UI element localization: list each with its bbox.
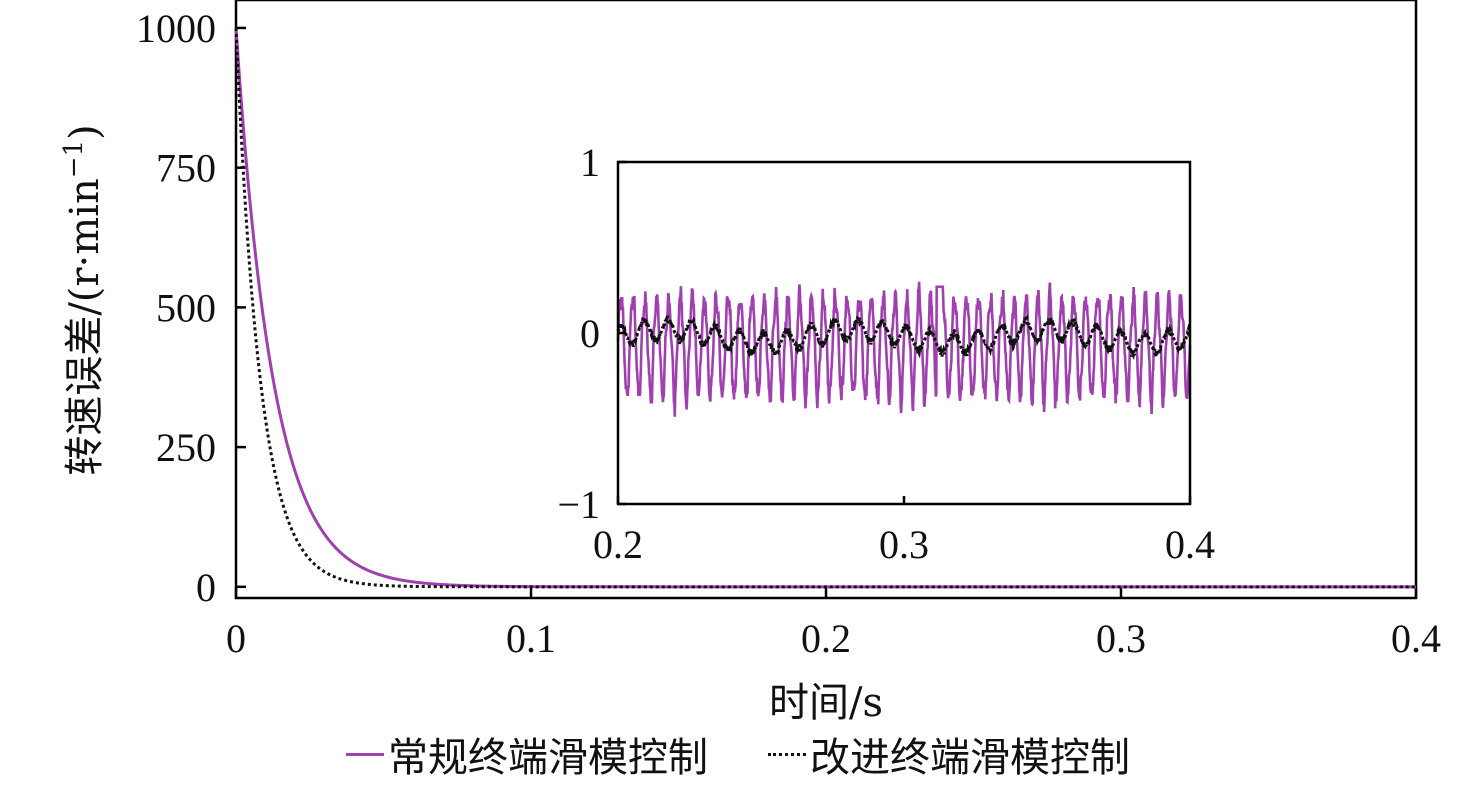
main-y-tick-label: 1000 <box>136 6 216 51</box>
inset-x-tick-label: 0.3 <box>879 522 929 567</box>
main-x-tick-label: 0.4 <box>1391 616 1441 661</box>
y-axis-label-sup: −1 <box>59 140 89 178</box>
legend-swatch-dotted <box>768 752 806 756</box>
legend-label-improved: 改进终端滑模控制 <box>810 735 1130 781</box>
main-y-tick-label: 750 <box>156 146 216 191</box>
legend-item-improved: 改进终端滑模控制 <box>768 725 1130 783</box>
inset-plot: 0.2 0.3 0.4 −1 0 1 <box>557 140 1215 567</box>
series-line-improved <box>234 27 1416 589</box>
inset-x-tick-label: 0.2 <box>593 522 643 567</box>
inset-y-tick-label: 0 <box>580 311 600 356</box>
inset-series-line-conventional <box>616 281 1192 417</box>
main-x-tick-label: 0.3 <box>1096 616 1146 661</box>
main-x-tick-label: 0 <box>226 616 246 661</box>
inset-y-tick-label: −1 <box>557 482 600 527</box>
legend-swatch-solid <box>346 752 384 756</box>
main-y-ticks: 0 250 500 750 1000 <box>136 6 246 610</box>
main-y-tick-label: 500 <box>156 285 216 330</box>
main-x-ticks: 0 0.1 0.2 0.3 0.4 <box>226 588 1441 661</box>
main-x-tick-label: 0.2 <box>801 616 851 661</box>
inset-x-ticks: 0.2 0.3 0.4 <box>593 496 1215 567</box>
main-plot: 0 0.1 0.2 0.3 0.4 0 250 500 750 1000 时间/s 转速误差/(… <box>59 0 1441 726</box>
inset-x-tick-label: 0.4 <box>1165 522 1215 567</box>
inset-series-line-improved <box>616 311 1192 361</box>
y-axis-label-main: 转速误差/(r·min <box>62 178 108 475</box>
main-x-tick-label: 0.1 <box>506 616 556 661</box>
y-axis-label: 转速误差/(r·min−1) <box>59 124 108 475</box>
x-axis-label: 时间/s <box>769 680 883 726</box>
inset-y-tick-label: 1 <box>580 140 600 185</box>
y-axis-label-close: ) <box>62 124 108 140</box>
main-y-tick-label: 0 <box>196 565 216 610</box>
legend-label-conventional: 常规终端滑模控制 <box>388 735 708 781</box>
legend: 常规终端滑模控制 改进终端滑模控制 <box>0 726 1476 782</box>
legend-item-conventional: 常规终端滑模控制 <box>346 725 708 783</box>
inset-y-ticks: −1 0 1 <box>557 140 626 527</box>
main-y-tick-label: 250 <box>156 425 216 470</box>
